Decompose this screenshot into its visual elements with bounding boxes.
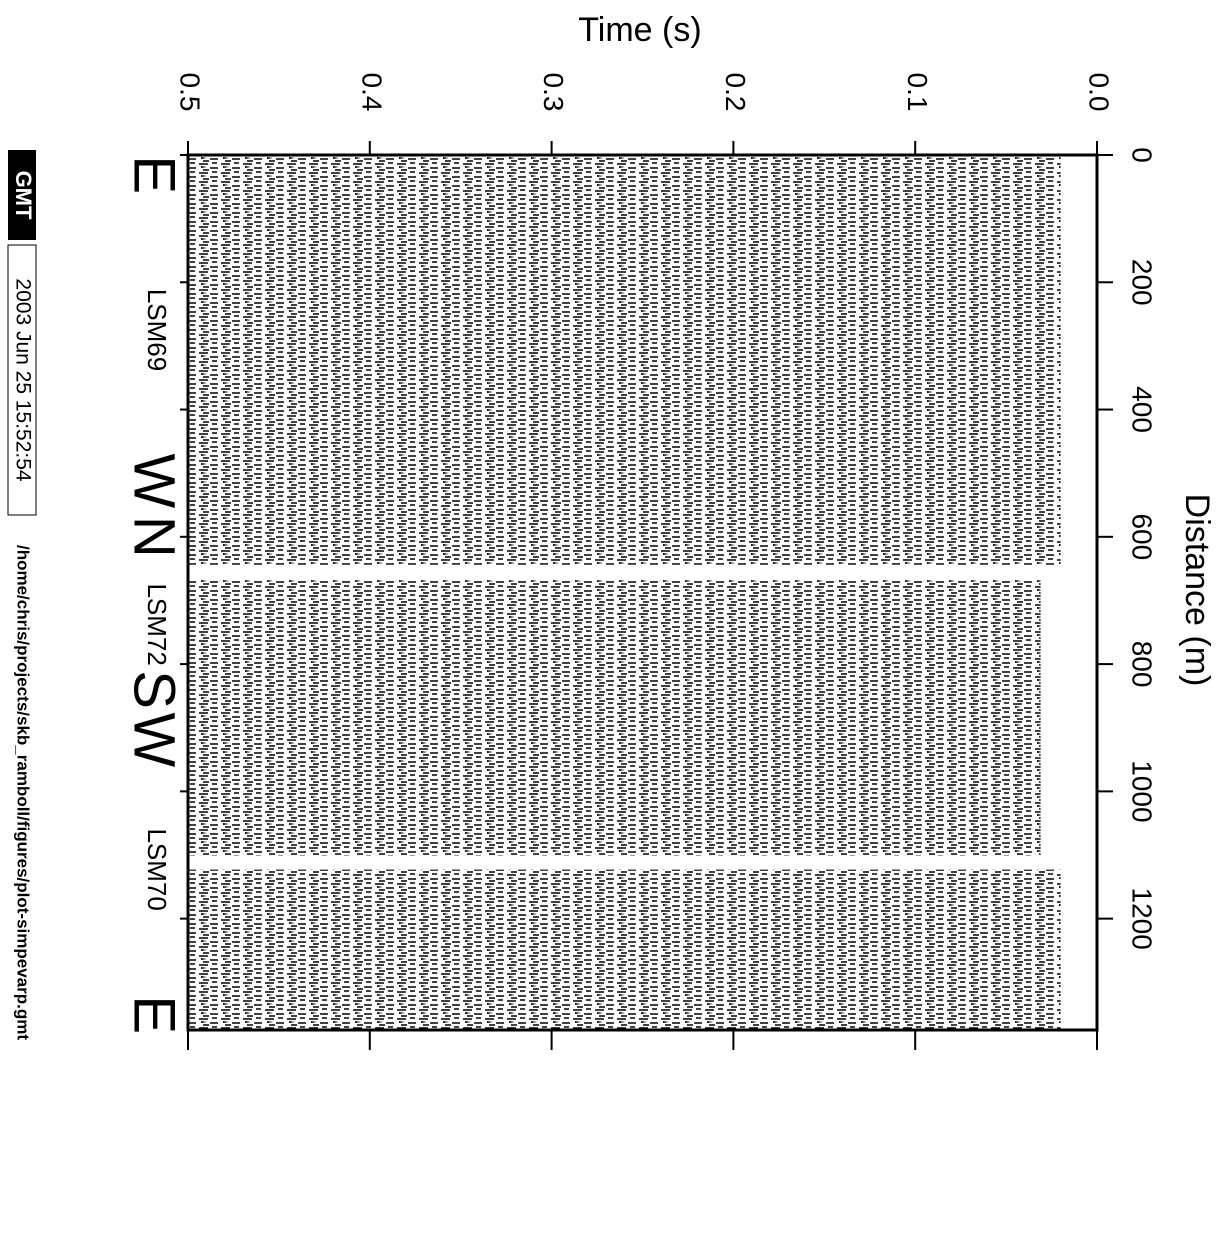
y-tick-label: 800 [1127,641,1158,688]
y-axis-title: Distance (m) [1178,494,1216,687]
x-tick-label: 0.0 [1084,73,1115,112]
section-label: N [122,516,187,558]
plot-frame [186,153,1099,1032]
file-path: /home/chris/projects/skb_ramboll/figures… [14,545,33,1040]
section-label: S [122,670,187,709]
section-label: LSM69 [142,289,172,371]
section-label: W [122,712,187,767]
trace-block [188,869,1061,1030]
gmt-stamp: GMT 2003 Jun 25 15:52:54 /home/chris/pro… [7,150,37,1040]
section-label: LSM70 [142,828,172,910]
date: 2003 Jun 25 15:52:54 [11,278,34,482]
logo: GMT [11,171,36,220]
logo-box [8,150,36,240]
section-label: W [122,453,187,508]
x-tick-label: 0.2 [720,73,751,112]
section-label: E [122,995,187,1034]
x-axis-title: Time (s) [578,11,701,49]
y-tick-label: 600 [1127,513,1158,560]
y-tick-label: 1200 [1127,887,1158,949]
trace-block [188,580,1041,856]
y-tick-label: 0 [1127,147,1158,163]
y-tick-label: 1000 [1127,760,1158,822]
y-tick-label: 400 [1127,386,1158,433]
x-tick-label: 0.3 [538,73,569,112]
date-box [7,244,37,516]
x-tick-label: 0.1 [902,73,933,112]
section-label: LSM72 [142,583,172,665]
x-tick-label: 0.5 [175,73,206,112]
trace-block [188,155,1061,565]
x-tick-label: 0.4 [356,73,387,112]
y-tick-label: 200 [1127,259,1158,306]
section-label: E [122,155,187,194]
